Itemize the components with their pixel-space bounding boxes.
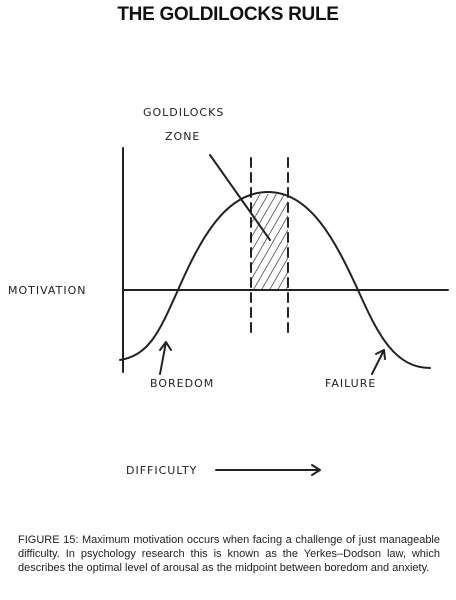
zone-pointer [209, 154, 271, 241]
failure-arrow [371, 349, 386, 375]
zone-label: ZONE [165, 130, 200, 143]
x-axis-label: DIFFICULTY [126, 464, 197, 477]
boredom-label: BOREDOM [150, 377, 214, 390]
y-axis-label: MOTIVATION [8, 284, 86, 297]
title: THE GOLDILOCKS RULE [117, 4, 339, 25]
x-arrow [215, 464, 321, 476]
boredom-arrow [159, 341, 172, 375]
zone-label: GOLDILOCKS [143, 106, 224, 119]
zone-hatch [251, 194, 288, 290]
caption: FIGURE 15: Maximum motivation occurs whe… [18, 534, 440, 574]
diagram: GOLDILOCKS ZONE MOTIVATION BOREDOM FAILU… [8, 106, 449, 477]
curve [119, 191, 431, 369]
failure-label: FAILURE [325, 377, 376, 390]
